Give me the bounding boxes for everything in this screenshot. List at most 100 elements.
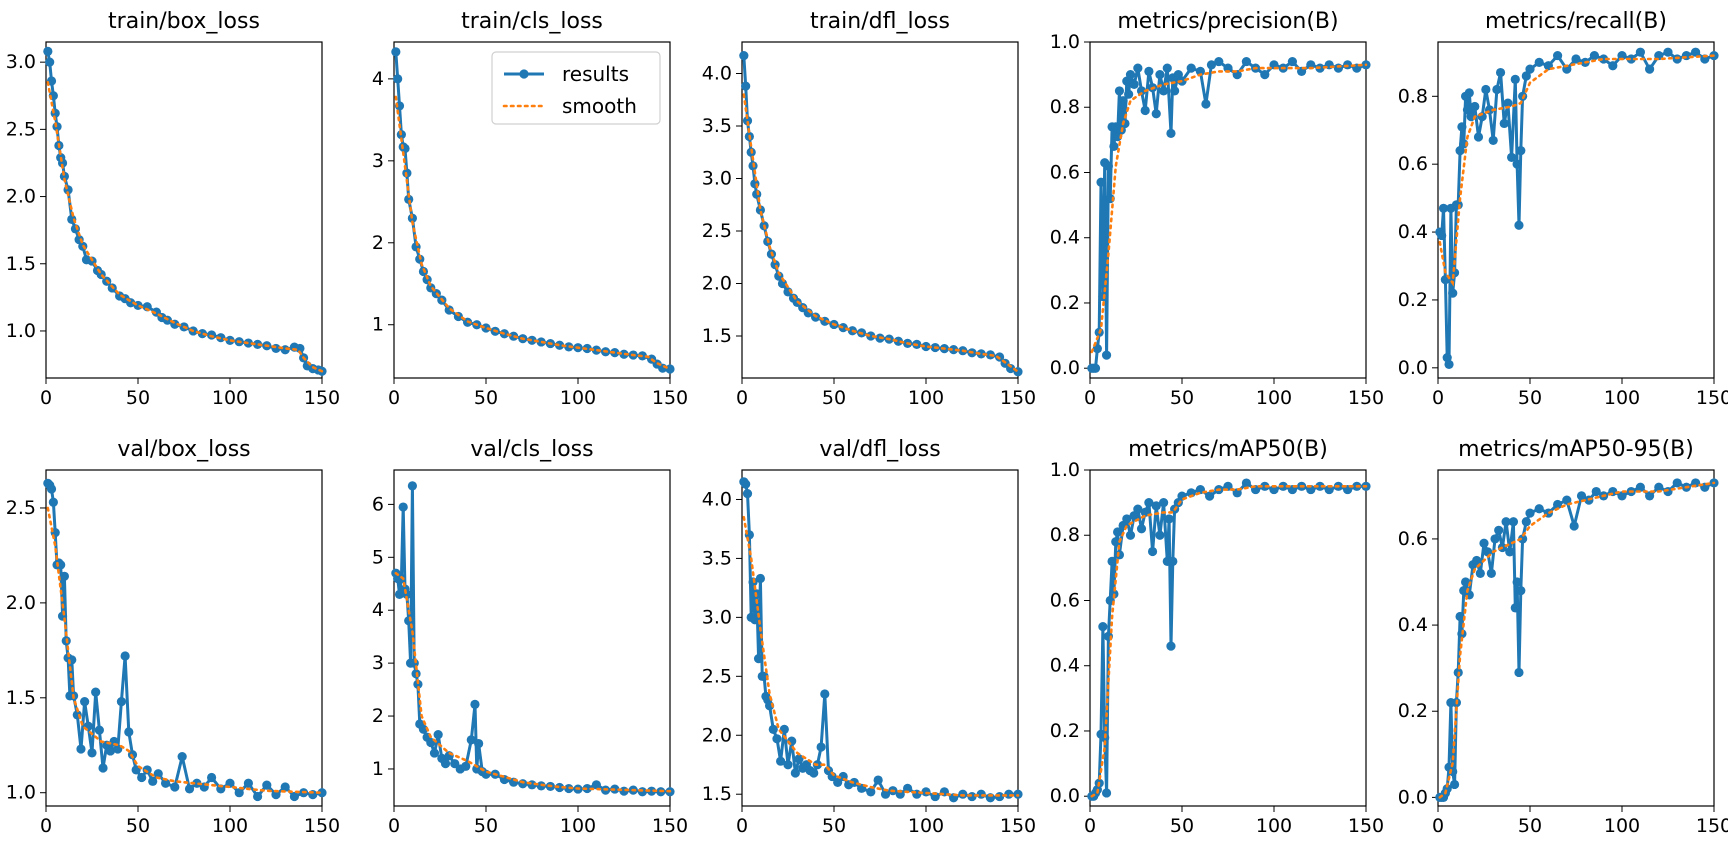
results-point: [153, 769, 163, 779]
results-point: [1521, 71, 1531, 81]
y-tick-label: 0.4: [1398, 614, 1428, 636]
results-point: [1457, 122, 1467, 132]
results-point: [1488, 135, 1498, 146]
x-tick-label: 150: [1696, 387, 1728, 409]
y-tick-label: 3.0: [6, 51, 36, 73]
results-point: [1505, 547, 1515, 557]
results-point: [234, 788, 244, 798]
results-point: [949, 345, 959, 355]
results-point: [137, 772, 147, 783]
y-tick-label: 2.5: [702, 220, 732, 242]
results-point: [665, 364, 675, 374]
plot-frame: [1437, 469, 1715, 807]
y-tick-label: 1: [372, 314, 384, 336]
y-tick-label: 0.4: [1398, 221, 1428, 243]
results-point: [407, 481, 417, 491]
results-point: [1144, 66, 1154, 76]
results-point: [1438, 203, 1449, 213]
results-point: [1159, 498, 1169, 508]
x-tick-label: 100: [1256, 815, 1292, 837]
x-tick-label: 150: [652, 815, 688, 837]
x-tick-label: 50: [1518, 815, 1542, 837]
results-point: [1090, 363, 1101, 373]
results-point: [1205, 491, 1215, 501]
y-tick-label: 0.6: [1050, 161, 1080, 183]
results-point: [750, 615, 760, 625]
y-tick-label: 2.5: [6, 118, 36, 140]
results-point: [637, 787, 648, 797]
results-point: [1098, 291, 1108, 302]
y-tick-label: 0.2: [1398, 700, 1428, 722]
y-tick-label: 0.2: [1398, 289, 1428, 311]
results-point: [120, 651, 130, 661]
results-point: [1663, 47, 1673, 57]
y-tick-label: 2.0: [6, 592, 36, 614]
y-tick-label: 2.0: [6, 186, 36, 208]
results-point: [1495, 67, 1506, 78]
y-tick-label: 3: [372, 652, 384, 674]
y-tick-label: 0.0: [1398, 357, 1428, 379]
results-point: [481, 323, 491, 333]
results-point: [1516, 146, 1526, 156]
results-point: [1516, 586, 1526, 596]
x-tick-label: 50: [126, 815, 150, 837]
results-point: [873, 775, 883, 785]
results-point: [1571, 54, 1581, 64]
results-point: [1186, 63, 1196, 73]
results-point: [1503, 98, 1513, 108]
y-tick-label: 1.0: [1050, 31, 1080, 53]
results-point: [1125, 530, 1136, 540]
results-point: [116, 696, 127, 707]
y-tick-label: 2.5: [6, 497, 36, 519]
results-point: [80, 696, 90, 707]
results-point: [1144, 498, 1154, 508]
results-point: [1455, 146, 1465, 156]
legend-results-label: results: [562, 62, 629, 86]
y-tick-label: 2: [372, 232, 384, 254]
results-point: [1122, 514, 1132, 524]
x-tick-label: 150: [304, 815, 340, 837]
results-line: [1438, 50, 1715, 366]
results-point: [1510, 74, 1520, 84]
results-point: [1155, 70, 1165, 80]
results-point: [976, 349, 986, 359]
y-tick-label: 5: [372, 546, 384, 568]
results-point: [1553, 499, 1563, 510]
x-tick-label: 150: [1348, 815, 1384, 837]
y-tick-label: 2.0: [702, 724, 732, 746]
subplot-title: train/box_loss: [108, 9, 260, 34]
subplot-title: train/dfl_loss: [810, 9, 950, 34]
results-point: [742, 488, 753, 499]
results-point: [48, 497, 58, 507]
results-point: [474, 738, 484, 749]
results-point: [1241, 56, 1251, 67]
x-tick-label: 100: [560, 387, 596, 409]
results-point: [753, 654, 764, 664]
results-point: [1170, 86, 1180, 96]
results-point: [1166, 128, 1176, 138]
x-tick-label: 50: [126, 387, 150, 409]
results-point: [1159, 86, 1169, 96]
results-point: [768, 724, 778, 734]
results-point: [184, 784, 195, 794]
results-point: [1162, 63, 1172, 73]
smooth-line: [1438, 54, 1716, 287]
results-point: [1151, 501, 1161, 511]
results-point: [742, 116, 753, 126]
y-tick-label: 2.0: [702, 273, 732, 295]
results-point: [271, 790, 281, 800]
results-line: [742, 480, 1018, 800]
subplot-0: train/box_loss 0 50 100 150 1.0 1.5 2.0 2.5 3.0: [6, 9, 340, 409]
results-point: [1501, 517, 1511, 527]
results-point: [1114, 550, 1125, 560]
results-point: [1525, 508, 1535, 518]
y-tick-label: 4: [372, 599, 384, 621]
y-tick-label: 1.5: [702, 783, 732, 805]
subplot-title: metrics/precision(B): [1117, 9, 1338, 34]
results-point: [794, 754, 804, 764]
results-point: [197, 329, 207, 339]
plot-frame: [393, 41, 671, 379]
results-point: [1569, 521, 1579, 531]
results-point: [1129, 79, 1139, 90]
